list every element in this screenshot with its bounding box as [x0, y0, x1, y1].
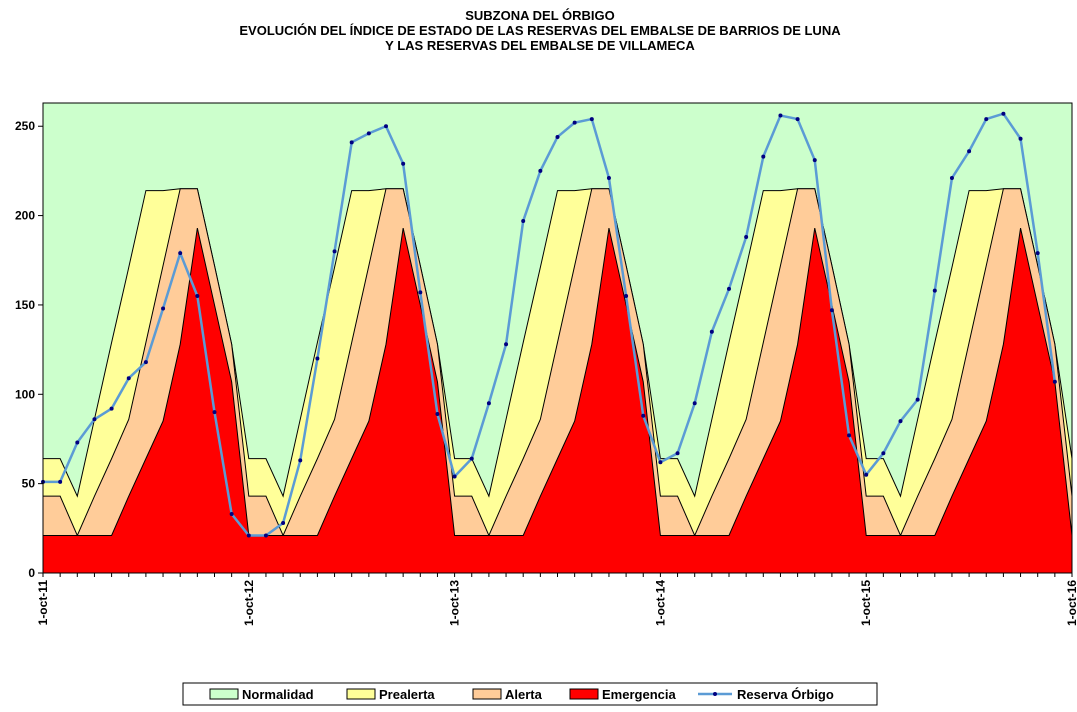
line-marker: [795, 117, 800, 122]
line-marker: [658, 460, 663, 465]
line-marker: [521, 218, 526, 223]
chart-title: SUBZONA DEL ÓRBIGO: [465, 8, 615, 23]
line-marker: [915, 397, 920, 402]
line-marker: [246, 533, 251, 538]
line-marker: [555, 134, 560, 139]
line-marker: [349, 140, 354, 145]
chart-title: Y LAS RESERVAS DEL EMBALSE DE VILLAMECA: [385, 38, 695, 53]
line-marker: [504, 342, 509, 347]
x-tick-label: 1-oct-15: [859, 580, 873, 626]
y-tick-label: 50: [22, 477, 36, 491]
line-marker: [229, 512, 234, 517]
chart-title: EVOLUCIÓN DEL ÍNDICE DE ESTADO DE LAS RE…: [239, 23, 841, 38]
line-marker: [984, 117, 989, 122]
legend-swatch: [569, 688, 599, 700]
line-marker: [178, 251, 183, 256]
line-marker: [829, 308, 834, 313]
line-marker: [263, 533, 268, 538]
line-marker: [949, 176, 954, 181]
line-marker: [126, 376, 131, 381]
line-marker: [435, 411, 440, 416]
line-marker: [709, 329, 714, 334]
line-marker: [366, 131, 371, 136]
area-3: [42, 227, 1073, 574]
line-marker: [92, 417, 97, 422]
line-marker: [384, 124, 388, 129]
line-marker: [58, 479, 63, 484]
line-marker: [109, 406, 114, 411]
legend-swatch: [346, 688, 376, 700]
line-marker: [898, 419, 903, 424]
line-marker: [641, 413, 646, 418]
line-marker: [864, 472, 869, 477]
y-tick-label: 150: [15, 298, 35, 312]
line-marker: [538, 168, 543, 173]
legend-label: Normalidad: [242, 687, 314, 702]
line-marker: [812, 158, 817, 163]
legend-label: Alerta: [505, 687, 543, 702]
line-marker: [281, 520, 286, 525]
series-line: [43, 112, 1057, 537]
line-marker: [606, 176, 611, 181]
line-marker: [1052, 379, 1057, 384]
line-marker: [881, 451, 886, 456]
y-tick-label: 250: [15, 119, 35, 133]
line-marker: [744, 235, 749, 240]
line-marker: [847, 433, 852, 438]
line-marker: [469, 456, 474, 461]
line-marker: [967, 149, 972, 154]
line-marker: [75, 440, 80, 445]
line-marker: [1035, 251, 1040, 256]
legend-label: Prealerta: [379, 687, 435, 702]
y-tick-label: 0: [28, 566, 35, 580]
x-tick-label: 1-oct-11: [36, 580, 50, 626]
x-tick-label: 1-oct-16: [1065, 580, 1077, 626]
y-tick-label: 200: [15, 209, 35, 223]
line-marker: [143, 360, 148, 365]
legend-swatch: [209, 688, 239, 700]
x-tick-label: 1-oct-12: [242, 580, 256, 626]
line-marker: [486, 401, 491, 406]
legend-label: Emergencia: [602, 687, 676, 702]
line-marker: [1001, 111, 1006, 116]
line-marker: [1018, 136, 1023, 141]
line-marker: [212, 410, 217, 415]
line-marker: [761, 154, 766, 159]
line-marker: [727, 286, 731, 291]
line-marker: [315, 356, 320, 361]
legend-swatch: [713, 692, 717, 696]
line-marker: [332, 249, 337, 254]
line-marker: [932, 288, 937, 293]
x-tick-label: 1-oct-14: [653, 580, 667, 626]
y-tick-label: 100: [15, 387, 35, 401]
legend-label: Reserva Órbigo: [737, 687, 834, 702]
line-marker: [675, 451, 680, 456]
line-marker: [778, 113, 783, 118]
line-marker: [298, 458, 303, 463]
x-tick-label: 1-oct-13: [448, 580, 462, 626]
line-marker: [589, 117, 594, 122]
line-marker: [161, 306, 166, 311]
line-marker: [692, 401, 697, 406]
line-marker: [195, 294, 200, 299]
line-marker: [418, 290, 423, 295]
legend-swatch: [472, 688, 502, 700]
line-marker: [452, 474, 457, 479]
line-marker: [401, 161, 406, 166]
line-marker: [624, 294, 629, 299]
line-marker: [572, 120, 577, 125]
